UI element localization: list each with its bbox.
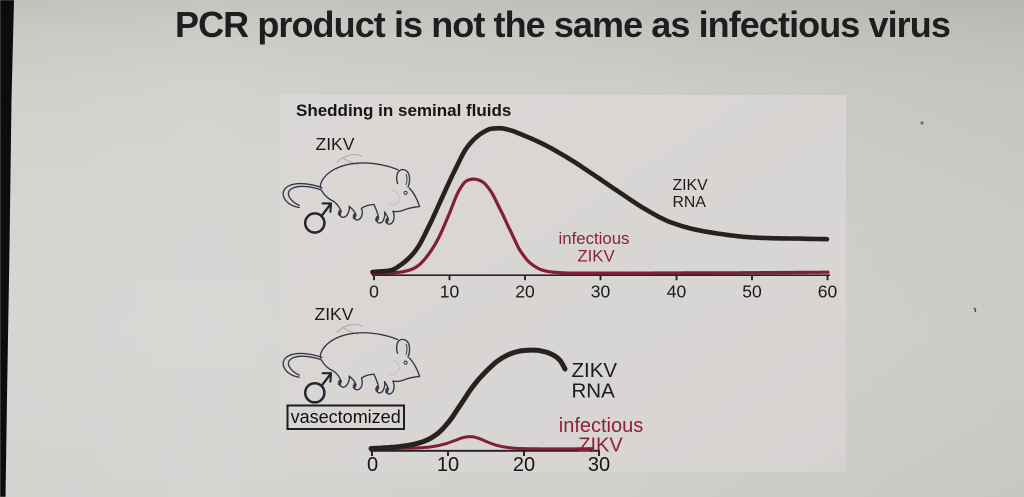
- svg-text:30: 30: [588, 454, 610, 476]
- svg-text:40: 40: [667, 282, 687, 302]
- svg-text:50: 50: [742, 282, 762, 302]
- svg-text:20: 20: [515, 282, 535, 302]
- svg-text:10: 10: [437, 454, 459, 476]
- svg-text:Shedding in seminal fluids: Shedding in seminal fluids: [296, 101, 511, 120]
- svg-text:ZIKV: ZIKV: [673, 177, 709, 194]
- svg-text:infectious: infectious: [559, 229, 630, 248]
- svg-text:60: 60: [818, 282, 838, 302]
- svg-text:ZIKV: ZIKV: [572, 359, 618, 382]
- svg-text:RNA: RNA: [572, 380, 616, 403]
- svg-text:ZIKV: ZIKV: [315, 304, 354, 324]
- svg-text:ZIKV: ZIKV: [316, 134, 355, 154]
- svg-text:10: 10: [440, 282, 460, 302]
- svg-text:vasectomized: vasectomized: [291, 407, 401, 427]
- svg-text:RNA: RNA: [673, 194, 707, 211]
- svg-text:infectious: infectious: [559, 415, 644, 437]
- svg-text:0: 0: [369, 282, 379, 302]
- svg-text:20: 20: [513, 454, 535, 476]
- svg-text:0: 0: [367, 454, 378, 476]
- svg-text:30: 30: [591, 282, 611, 302]
- svg-text:ZIKV: ZIKV: [577, 247, 615, 266]
- svg-text:ZIKV: ZIKV: [578, 435, 623, 457]
